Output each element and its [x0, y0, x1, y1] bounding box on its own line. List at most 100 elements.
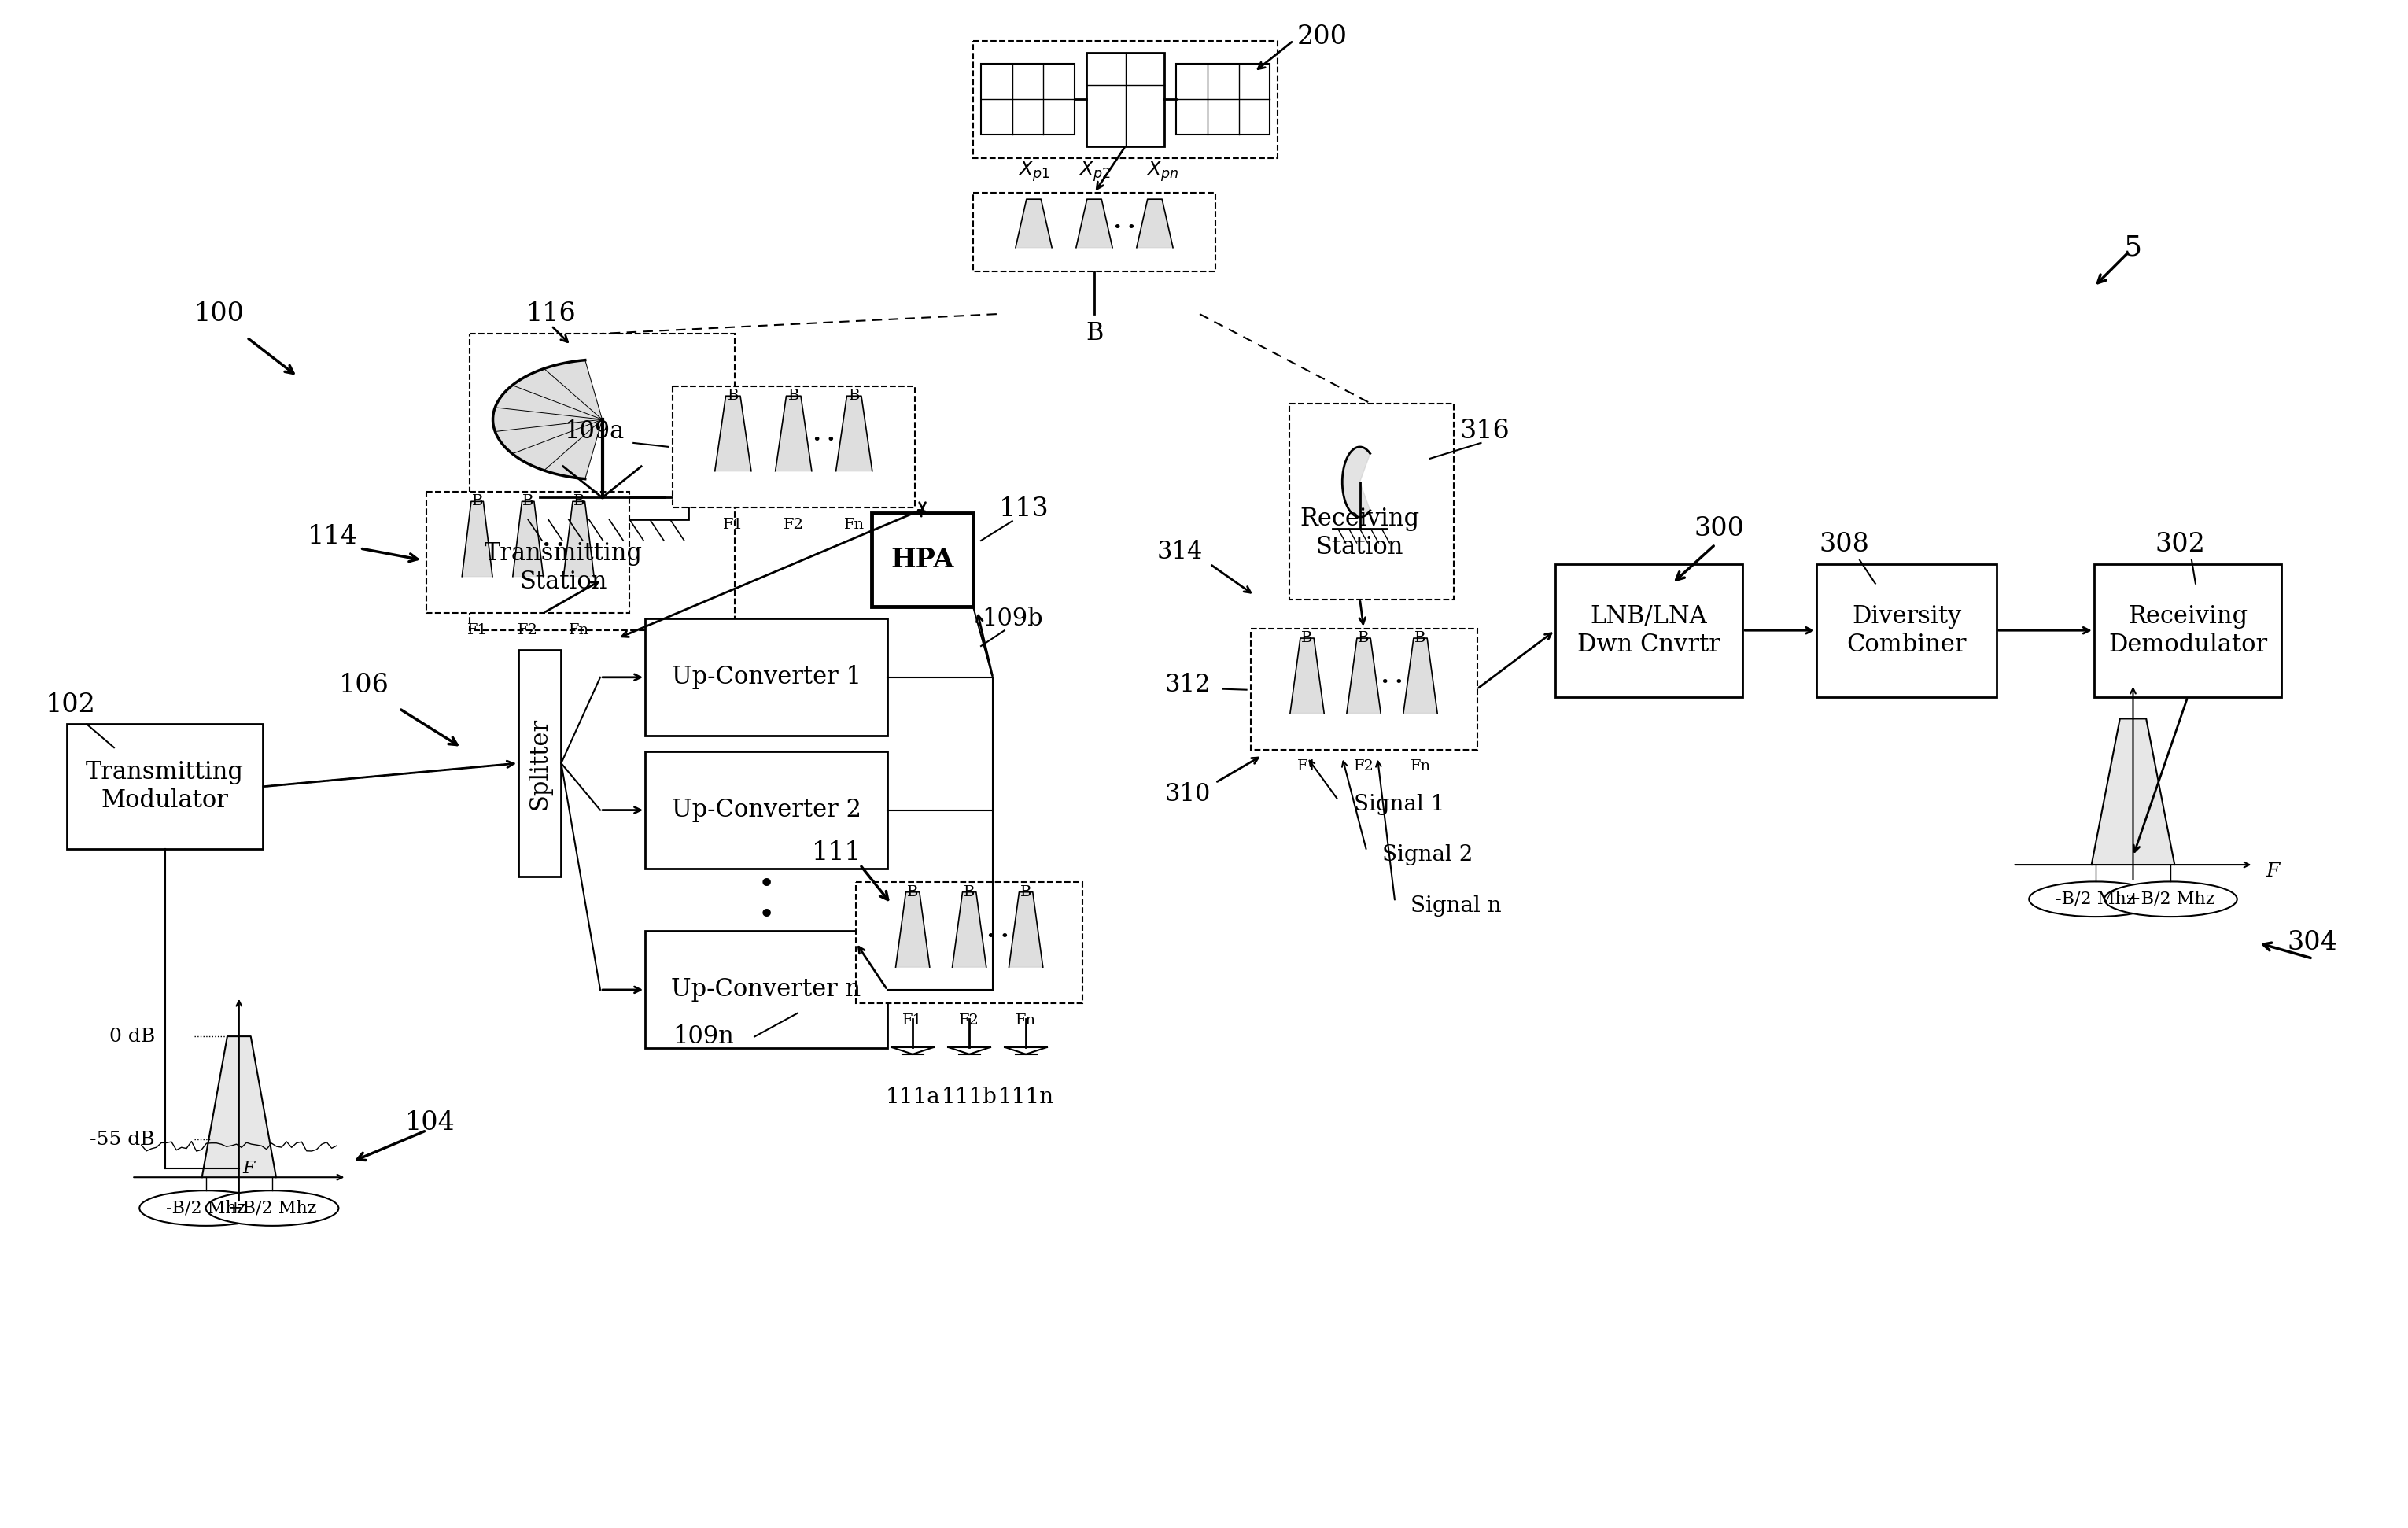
Text: 316: 316 [1459, 419, 1510, 443]
Bar [1291, 403, 1454, 599]
Text: Up-Converter 2: Up-Converter 2 [672, 798, 862, 822]
Polygon shape [1346, 639, 1380, 714]
Polygon shape [951, 892, 987, 967]
Bar [645, 931, 886, 1048]
Text: 0 dB: 0 dB [108, 1027, 154, 1045]
Text: 302: 302 [2155, 532, 2206, 558]
Bar [973, 41, 1279, 157]
Text: F1: F1 [1298, 759, 1317, 773]
Polygon shape [1076, 199, 1112, 248]
Text: $X_{p2}$: $X_{p2}$ [1079, 159, 1110, 183]
Text: Signal 1: Signal 1 [1353, 793, 1445, 814]
Bar [1816, 564, 1996, 697]
Bar [857, 882, 1084, 1004]
Text: $X_{pn}$: $X_{pn}$ [1146, 159, 1180, 183]
Text: B: B [472, 495, 484, 509]
Bar [1175, 64, 1269, 134]
Text: B: B [573, 495, 585, 509]
Text: 310: 310 [1165, 782, 1211, 807]
Text: LNB/LNA
Dwn Cnvrtr: LNB/LNA Dwn Cnvrtr [1577, 604, 1719, 657]
Text: F2: F2 [783, 518, 804, 532]
Polygon shape [896, 892, 929, 967]
Text: F: F [243, 1160, 255, 1177]
Polygon shape [1137, 199, 1173, 248]
Text: B: B [963, 885, 975, 898]
Polygon shape [1404, 639, 1438, 714]
Bar [426, 492, 628, 613]
Text: Transmitting
Modulator: Transmitting Modulator [87, 761, 243, 813]
Text: Fn: Fn [568, 623, 590, 637]
Text: B: B [848, 390, 860, 403]
Ellipse shape [2030, 882, 2162, 917]
Text: 314: 314 [1158, 539, 1204, 564]
Text: -55 dB: -55 dB [89, 1131, 154, 1149]
Text: Receiving
Demodulator: Receiving Demodulator [2109, 604, 2268, 657]
Text: 100: 100 [195, 301, 246, 327]
Polygon shape [563, 501, 595, 576]
Text: 113: 113 [999, 497, 1050, 523]
Polygon shape [1009, 892, 1043, 967]
Ellipse shape [205, 1190, 340, 1225]
Text: F: F [2266, 862, 2280, 880]
Text: Splitter: Splitter [527, 717, 551, 810]
Text: Up-Converter n: Up-Converter n [672, 978, 862, 1002]
Text: Fn: Fn [843, 518, 864, 532]
Bar [872, 513, 973, 607]
Text: 111: 111 [811, 840, 862, 866]
Polygon shape [1291, 639, 1324, 714]
Text: -B/2 Mhz: -B/2 Mhz [2056, 891, 2136, 908]
Polygon shape [1341, 446, 1370, 516]
Bar [645, 752, 886, 869]
Text: 114: 114 [308, 524, 359, 549]
Bar [980, 64, 1074, 134]
Text: $X_{p1}$: $X_{p1}$ [1019, 159, 1050, 183]
Text: F2: F2 [958, 1013, 980, 1028]
Text: B: B [727, 390, 739, 403]
Text: • •: • • [987, 929, 1009, 944]
Text: 104: 104 [405, 1109, 455, 1135]
Text: -B/2 Mhz: -B/2 Mhz [166, 1199, 246, 1216]
Text: B: B [1413, 631, 1426, 645]
Text: Signal 2: Signal 2 [1382, 845, 1474, 866]
Text: 102: 102 [46, 692, 96, 717]
Polygon shape [836, 396, 872, 471]
Polygon shape [513, 501, 544, 576]
Text: Receiving
Station: Receiving Station [1300, 506, 1421, 559]
Bar [672, 387, 915, 507]
Text: 200: 200 [1298, 24, 1348, 49]
Bar [515, 498, 689, 520]
Polygon shape [775, 396, 811, 471]
Text: B: B [787, 390, 799, 403]
Text: 312: 312 [1165, 672, 1211, 697]
Text: • •: • • [811, 434, 836, 448]
Text: F1: F1 [722, 518, 744, 532]
Text: B: B [908, 885, 917, 898]
Text: Up-Converter 1: Up-Converter 1 [672, 665, 862, 689]
Bar [1086, 52, 1165, 147]
Text: •
•: • • [759, 871, 775, 929]
Text: 111n: 111n [997, 1086, 1055, 1108]
Text: 116: 116 [527, 301, 576, 327]
Text: +B/2 Mhz: +B/2 Mhz [229, 1199, 315, 1216]
Text: • •: • • [1380, 675, 1404, 691]
Text: Signal n: Signal n [1411, 895, 1503, 917]
Text: F2: F2 [518, 623, 537, 637]
Text: Transmitting
Station: Transmitting Station [484, 541, 643, 594]
Bar [1250, 628, 1476, 750]
Text: F2: F2 [1353, 759, 1375, 773]
Bar [973, 193, 1216, 270]
Bar [67, 724, 262, 850]
Text: B: B [1086, 321, 1103, 345]
Ellipse shape [2105, 882, 2237, 917]
Text: Diversity
Combiner: Diversity Combiner [1847, 604, 1967, 657]
Text: 5: 5 [2124, 234, 2143, 261]
Text: B: B [1300, 631, 1312, 645]
Text: F1: F1 [903, 1013, 922, 1028]
Text: Fn: Fn [1016, 1013, 1035, 1028]
Text: 109a: 109a [563, 419, 624, 443]
Text: 109b: 109b [982, 607, 1043, 631]
Text: Fn: Fn [1411, 759, 1430, 773]
Ellipse shape [140, 1190, 272, 1225]
Text: 300: 300 [1693, 516, 1743, 541]
Text: 109n: 109n [674, 1024, 734, 1048]
